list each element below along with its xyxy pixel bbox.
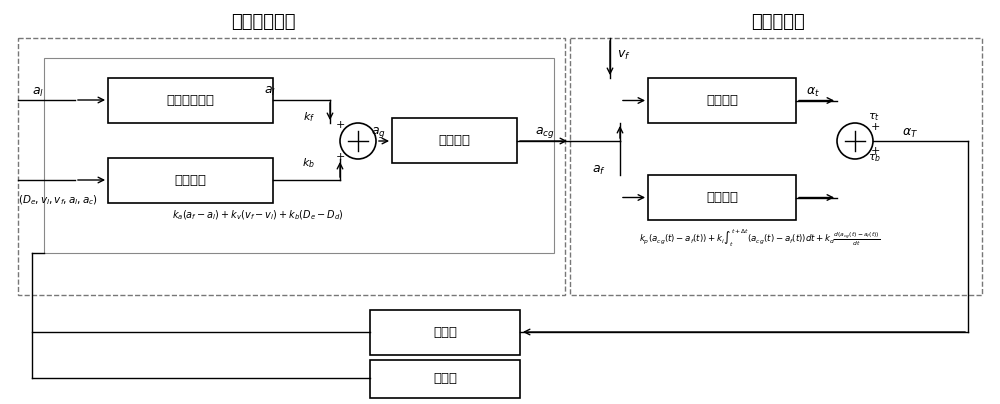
Text: $a_g$: $a_g$ xyxy=(371,126,385,141)
Bar xyxy=(44,58,554,253)
Text: $k_p(a_{cg}(t)-a_f(t))+k_i\int_t^{t+\Delta t}(a_{cg}(t)-a_f(t))dt+k_d\frac{d(a_{: $k_p(a_{cg}(t)-a_f(t))+k_i\int_t^{t+\Del… xyxy=(639,227,881,249)
Text: 车速控制层: 车速控制层 xyxy=(751,13,805,31)
Text: 制动踏板前馈: 制动踏板前馈 xyxy=(166,94,214,107)
Text: 查表模型: 查表模型 xyxy=(706,94,738,107)
Bar xyxy=(18,38,565,295)
Bar xyxy=(370,310,520,355)
Text: $+$: $+$ xyxy=(335,120,345,130)
Text: 加速度规划层: 加速度规划层 xyxy=(231,13,295,31)
Text: $a_{cg}$: $a_{cg}$ xyxy=(535,126,555,141)
Text: $\tau_t$: $\tau_t$ xyxy=(868,111,880,123)
Text: $k_b$: $k_b$ xyxy=(302,156,315,170)
Text: $+$: $+$ xyxy=(870,120,880,131)
Text: 限值判定: 限值判定 xyxy=(438,134,471,147)
Text: $\tau_b$: $\tau_b$ xyxy=(868,152,881,164)
Text: 跟随车: 跟随车 xyxy=(433,326,457,339)
Text: 误差反馈: 误差反馈 xyxy=(706,191,738,204)
Text: $\alpha_T$: $\alpha_T$ xyxy=(902,126,918,139)
Text: $k_f$: $k_f$ xyxy=(303,110,315,124)
Text: 前导车: 前导车 xyxy=(433,372,457,385)
Text: $a_l$: $a_l$ xyxy=(264,84,276,97)
Bar xyxy=(370,360,520,398)
Text: $a_l$: $a_l$ xyxy=(32,86,44,99)
Bar xyxy=(570,38,982,295)
Text: $a_f$: $a_f$ xyxy=(592,164,606,177)
Text: $+$: $+$ xyxy=(870,145,880,156)
Text: $(D_e, v_l, v_f, a_l, a_c)$: $(D_e, v_l, v_f, a_l, a_c)$ xyxy=(18,193,98,207)
Bar xyxy=(648,175,796,220)
Text: $v_f$: $v_f$ xyxy=(617,48,631,61)
Text: $+$: $+$ xyxy=(335,152,345,162)
Text: 误差反馈: 误差反馈 xyxy=(175,174,207,187)
Bar xyxy=(108,78,273,123)
Text: $\alpha_t$: $\alpha_t$ xyxy=(806,86,820,99)
Bar xyxy=(392,118,517,163)
Bar xyxy=(108,158,273,203)
Bar xyxy=(648,78,796,123)
Text: $k_a(a_f-a_l)+k_v(v_f-v_l)+k_b(D_e-D_d)$: $k_a(a_f-a_l)+k_v(v_f-v_l)+k_b(D_e-D_d)$ xyxy=(172,208,344,222)
